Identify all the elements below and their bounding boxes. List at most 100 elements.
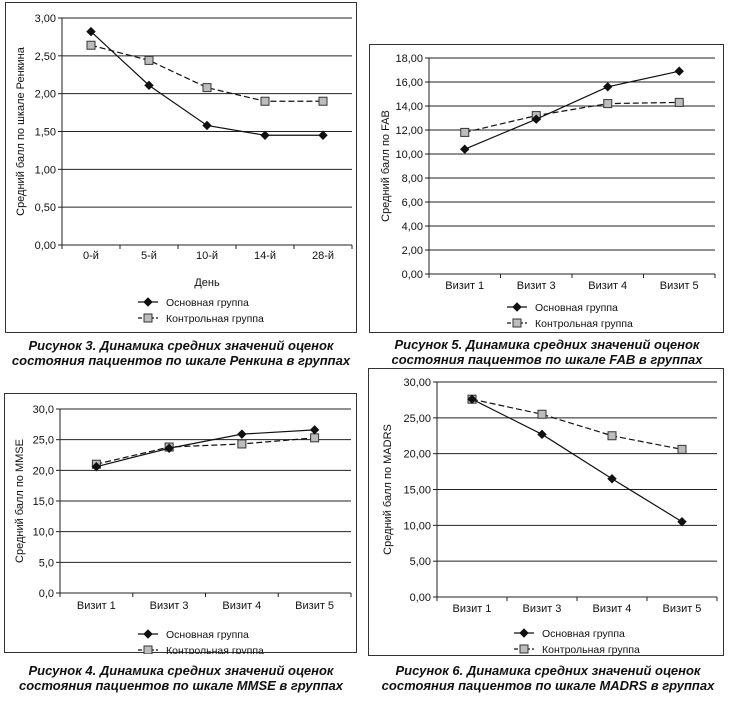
madrs-legend-label: Основная группа <box>542 628 625 640</box>
fab-legend-label: Основная группа <box>535 302 618 314</box>
renkin-y-tick-label: 0,50 <box>35 202 56 214</box>
mmse-data-point-main <box>164 443 174 453</box>
mmse-y-tick-label: 5,0 <box>39 557 54 569</box>
renkin-data-point-main <box>318 130 328 140</box>
madrs-y-tick-label: 5,00 <box>410 556 431 568</box>
madrs-data-point-main <box>467 394 477 404</box>
madrs-data-point-control <box>537 409 547 419</box>
mmse-x-tick-label: Визит 4 <box>222 600 261 612</box>
mmse-data-point-main <box>237 429 247 439</box>
caption-madrs-line-2: состояния пациентов по шкале MADRS в гру… <box>381 678 715 693</box>
fab-x-tick-label: Визит 4 <box>588 280 627 292</box>
fab-y-tick-label: 14,00 <box>395 101 423 113</box>
chart-mmse: 0,0 5,0 10,0 15,0 20,0 25,0 30,0 Визит 1 Визит 3… <box>14 404 352 654</box>
fab-y-tick-label: 4,00 <box>402 221 423 233</box>
fab-data-point-main <box>674 66 684 76</box>
madrs-data-point-control <box>677 444 687 454</box>
mmse-y-tick-label: 15,0 <box>33 496 54 508</box>
chart-madrs: 0,00 5,00 10,00 15,00 20,00 25,00 30,00 Визит 1… <box>382 377 718 656</box>
fab-y-axis-title: Средний балл по FAB <box>380 110 392 222</box>
mmse-x-tick-label: Визит 1 <box>77 600 116 612</box>
fab-data-point-main <box>460 144 470 154</box>
renkin-y-axis-title: Средний балл по шкале Ренкина <box>15 46 27 216</box>
madrs-y-tick-label: 25,00 <box>403 413 431 425</box>
fab-data-point-control <box>460 127 470 137</box>
fab-series-line-control <box>464 101 680 133</box>
renkin-y-tick-label: 3,00 <box>35 13 56 25</box>
renkin-data-point-control <box>144 55 154 65</box>
madrs-y-tick-label: 30,00 <box>403 377 431 389</box>
madrs-y-tick-label: 0,00 <box>410 592 431 604</box>
madrs-data-point-main <box>677 517 687 527</box>
madrs-data-point-main <box>537 429 547 440</box>
fab-x-tick-label: Визит 1 <box>445 280 484 292</box>
renkin-data-point-main <box>86 26 96 37</box>
mmse-y-tick-label: 10,0 <box>33 527 54 539</box>
renkin-series-line-control <box>90 44 323 102</box>
chart-panel-mmse: 0,0 5,0 10,0 15,0 20,0 25,0 30,0 Визит 1 Визит 3… <box>4 393 357 654</box>
fab-y-tick-label: 0,00 <box>402 269 423 281</box>
fab-series-line-main <box>464 70 680 150</box>
mmse-legend-marker <box>143 629 153 639</box>
caption-fab-line-2: состояния пациентов по шкале FAB в групп… <box>391 352 703 367</box>
madrs-series-line-main <box>471 398 683 523</box>
fab-data-point-main <box>531 114 541 124</box>
fab-data-point-main <box>603 82 613 92</box>
mmse-y-axis-title: Средний балл по MMSE <box>14 439 26 563</box>
madrs-legend-label: Контрольная группа <box>542 644 640 656</box>
madrs-y-axis-title: Средний балл по MADRS <box>382 424 394 555</box>
renkin-x-tick-label: 5-й <box>141 250 157 262</box>
caption-mmse-line-1: Рисунок 4. Динамика средних значений оце… <box>28 663 334 678</box>
renkin-legend-label: Основная группа <box>166 297 249 309</box>
fab-legend-label: Контрольная группа <box>535 318 633 330</box>
mmse-data-point-main <box>91 461 102 472</box>
madrs-x-tick-label: Визит 3 <box>523 603 562 615</box>
renkin-x-axis-title: День <box>194 277 220 289</box>
chart-panel-madrs: 0,00 5,00 10,00 15,00 20,00 25,00 30,00 Визит 1… <box>368 368 724 656</box>
caption-mmse: Рисунок 4. Динамика средних значений оце… <box>0 663 362 693</box>
renkin-legend-label: Контрольная группа <box>166 313 264 325</box>
caption-madrs-line-1: Рисунок 6. Динамика средних значений оце… <box>395 663 701 678</box>
fab-data-point-control <box>674 97 684 107</box>
madrs-y-tick-label: 10,00 <box>403 520 431 532</box>
madrs-x-tick-label: Визит 1 <box>453 603 492 615</box>
madrs-data-point-main <box>607 474 617 484</box>
renkin-x-tick-label: 28-й <box>312 250 334 262</box>
madrs-y-tick-label: 15,00 <box>403 485 431 497</box>
mmse-legend-label: Контрольная группа <box>166 645 264 654</box>
fab-y-tick-label: 6,00 <box>402 197 423 209</box>
renkin-data-point-control <box>318 96 328 106</box>
mmse-data-point-main <box>309 425 320 435</box>
renkin-y-tick-label: 2,50 <box>35 51 56 63</box>
caption-renkin: Рисунок 3. Динамика средних значений оце… <box>0 338 362 368</box>
mmse-y-tick-label: 25,0 <box>33 435 54 447</box>
mmse-y-tick-label: 30,0 <box>33 404 54 416</box>
caption-fab: Рисунок 5. Динамика средних значений оце… <box>366 337 728 367</box>
mmse-data-point-control <box>310 433 320 443</box>
fab-y-tick-label: 16,00 <box>395 77 423 89</box>
caption-mmse-line-2: состояния пациентов по шкале MMSE в груп… <box>19 678 343 693</box>
madrs-legend-marker <box>519 628 529 638</box>
fab-data-point-control <box>603 99 613 109</box>
renkin-data-point-control <box>202 83 212 93</box>
renkin-data-point-control <box>260 96 270 106</box>
madrs-x-tick-label: Визит 4 <box>593 603 632 615</box>
renkin-data-point-control <box>86 40 96 50</box>
madrs-y-tick-label: 20,00 <box>403 449 431 461</box>
fab-legend-marker <box>512 318 522 328</box>
fab-legend-marker <box>512 302 522 312</box>
mmse-y-tick-label: 20,0 <box>33 465 54 477</box>
renkin-data-point-main <box>144 80 154 91</box>
madrs-x-tick-label: Визит 5 <box>663 603 702 615</box>
chart-fab: 0,00 2,00 4,00 6,00 8,00 10,00 12,00 14,00 16,00… <box>380 53 716 330</box>
renkin-data-point-main <box>202 120 212 131</box>
renkin-y-tick-label: 1,50 <box>35 127 56 139</box>
renkin-legend-marker <box>143 313 153 323</box>
fab-x-tick-label: Визит 5 <box>660 280 699 292</box>
caption-fab-line-1: Рисунок 5. Динамика средних значений оце… <box>394 337 700 352</box>
renkin-x-tick-label: 10-й <box>196 250 218 262</box>
caption-madrs: Рисунок 6. Динамика средних значений оце… <box>366 663 730 693</box>
renkin-y-tick-label: 0,00 <box>35 240 56 252</box>
caption-renkin-line-1: Рисунок 3. Динамика средних значений оце… <box>28 338 334 353</box>
mmse-series-line-main <box>96 429 315 468</box>
